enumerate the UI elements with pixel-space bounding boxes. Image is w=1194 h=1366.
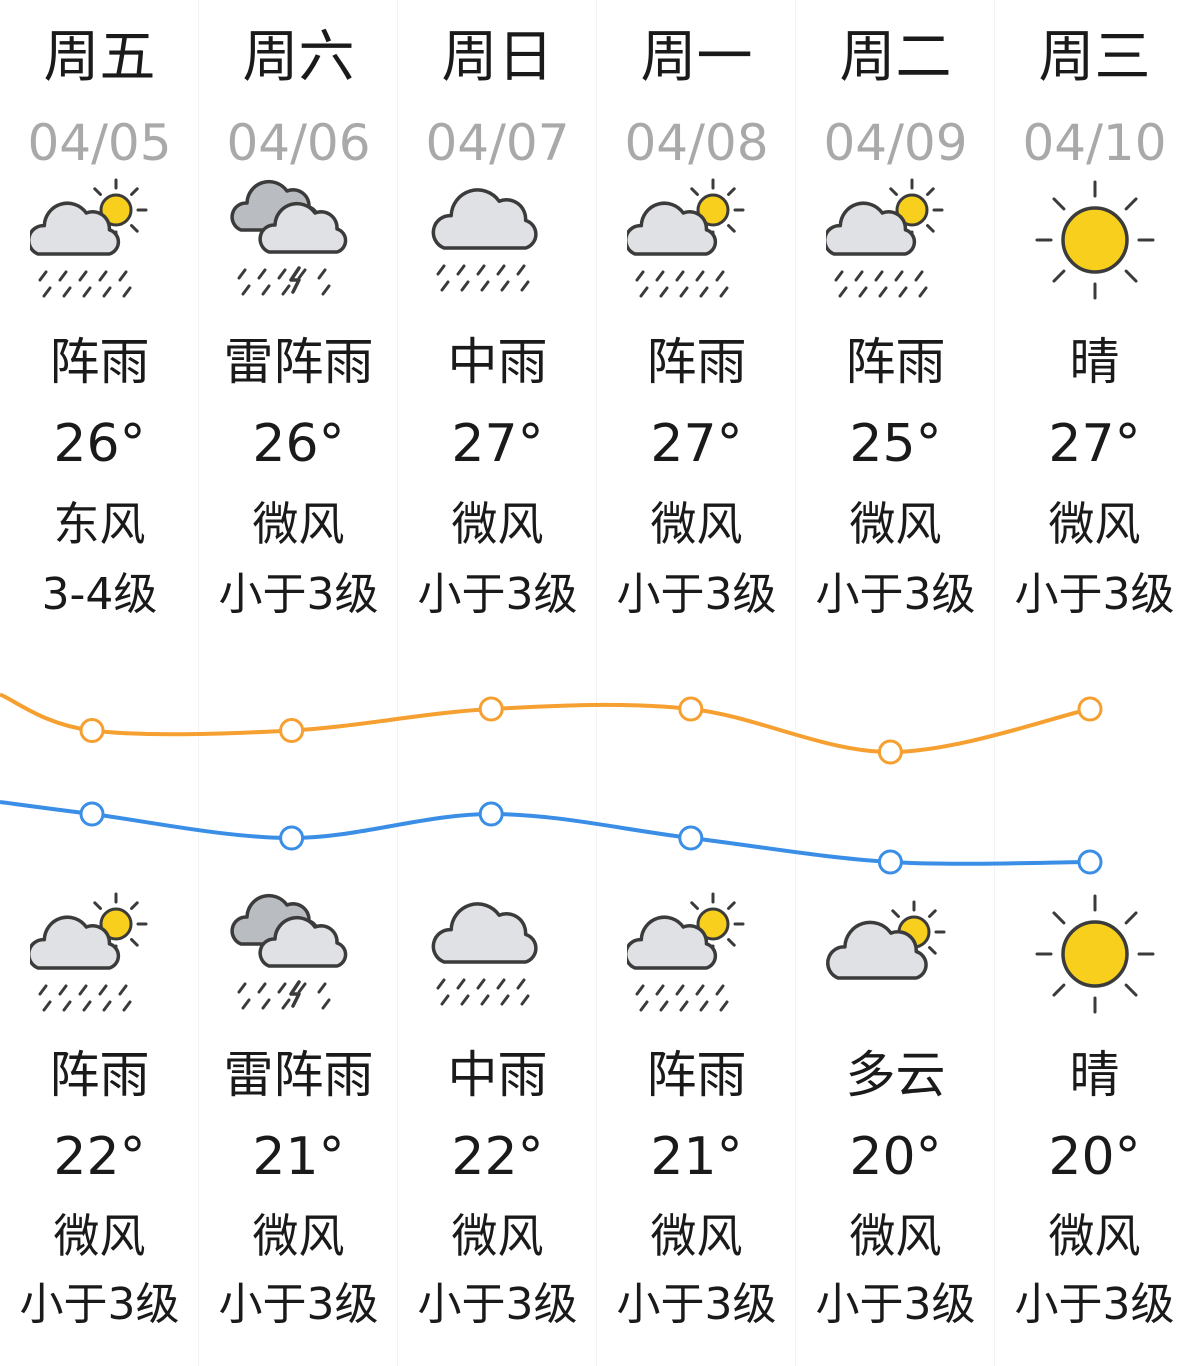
day-wind-level: 小于3级 [616,569,777,620]
high-temperature-label: 26° [252,414,345,474]
night-wind-level: 小于3级 [616,1279,777,1330]
day-wind-direction: 微风 [650,497,743,551]
low-temperature-label: 20° [1048,1127,1141,1187]
night-wind-level: 小于3级 [218,1279,379,1330]
high-temperature-label: 25° [849,414,942,474]
shower-icon [623,178,767,308]
night-wind-level: 小于3级 [19,1279,180,1330]
high-temp-point [678,696,704,722]
column-divider [198,0,199,1366]
weekday-label: 周五 [43,25,156,90]
shower-icon [623,892,767,1022]
night-condition-label: 阵雨 [49,1046,150,1104]
date-label: 04/07 [425,114,570,172]
weekday-label: 周一 [640,25,753,90]
day-wind-level: 3-4级 [41,569,158,620]
day-condition-label: 阵雨 [646,333,747,391]
column-divider [994,0,995,1366]
day-condition-label: 晴 [1069,333,1120,391]
low-temperature-label: 20° [849,1127,942,1187]
high-temperature-label: 26° [53,414,146,474]
forecast-day-column: 周三 04/10 晴 27° 微风 小于3级 晴 20° 微风 小于3级 [995,0,1194,1366]
day-wind-direction: 微风 [252,497,345,551]
low-temp-point [478,801,504,827]
low-temp-point [279,825,305,851]
low-temperature-label: 22° [451,1127,544,1187]
high-temp-point [79,718,105,743]
night-condition-label: 晴 [1069,1046,1120,1104]
low-temp-point [678,825,704,851]
day-wind-level: 小于3级 [1014,569,1175,620]
day-wind-direction: 微风 [1048,497,1141,551]
forecast-day-column: 周一 04/08 阵雨 27° 微风 小于3级 阵雨 21° 微风 小于3级 [597,0,796,1366]
forecast-day-column: 周日 04/07 中雨 27° 微风 小于3级 中雨 22° 微风 小于3级 [398,0,597,1366]
night-condition-label: 雷阵雨 [223,1046,374,1104]
day-wind-level: 小于3级 [218,569,379,620]
low-temperature-label: 22° [53,1127,146,1187]
high-temp-line [0,692,1091,755]
night-wind-direction: 微风 [650,1209,743,1263]
sunny-icon [1025,178,1165,308]
date-label: 04/09 [823,114,968,172]
low-temp-point [79,801,105,827]
low-temperature-label: 21° [252,1127,345,1187]
day-condition-label: 阵雨 [845,333,946,391]
low-temp-line [0,800,1091,866]
high-temp-point [478,696,504,722]
weekday-label: 周六 [242,25,355,90]
day-wind-direction: 东风 [53,497,146,551]
sunny-icon [1025,892,1165,1022]
thunder-shower-icon [229,178,369,308]
night-wind-level: 小于3级 [815,1279,976,1330]
moderate-rain-icon [428,178,568,308]
weekday-label: 周三 [1038,25,1151,90]
day-condition-label: 雷阵雨 [223,333,374,391]
day-wind-direction: 微风 [451,497,544,551]
forecast-day-column: 周二 04/09 阵雨 25° 微风 小于3级 多云 20° 微风 小于3级 [796,0,995,1366]
night-condition-label: 阵雨 [646,1046,747,1104]
shower-icon [26,892,170,1022]
low-temperature-label: 21° [650,1127,743,1187]
shower-icon [822,178,966,308]
date-label: 04/05 [27,114,172,172]
night-wind-level: 小于3级 [1014,1279,1175,1330]
night-wind-direction: 微风 [451,1209,544,1263]
weekday-label: 周日 [441,25,554,90]
high-temperature-label: 27° [1048,414,1141,474]
high-temp-point [877,739,903,765]
column-divider [795,0,796,1366]
high-temp-point [279,718,305,743]
date-label: 04/06 [226,114,371,172]
night-wind-level: 小于3级 [417,1279,578,1330]
night-wind-direction: 微风 [53,1209,146,1263]
thunder-shower-icon [229,892,369,1022]
day-wind-level: 小于3级 [417,569,578,620]
day-wind-level: 小于3级 [815,569,976,620]
weekday-label: 周二 [839,25,952,90]
date-label: 04/10 [1022,114,1167,172]
night-wind-direction: 微风 [849,1209,942,1263]
day-condition-label: 阵雨 [49,333,150,391]
night-condition-label: 中雨 [447,1046,548,1104]
forecast-day-column: 周五 04/05 阵雨 26° 东风 3-4级 阵雨 22° 微风 小于3级 [0,0,199,1366]
night-wind-direction: 微风 [252,1209,345,1263]
column-divider [596,0,597,1366]
date-label: 04/08 [624,114,769,172]
day-wind-direction: 微风 [849,497,942,551]
high-temperature-label: 27° [650,414,743,474]
low-temp-point [1077,849,1103,875]
partly-cloudy-icon [826,892,966,1022]
moderate-rain-icon [428,892,568,1022]
night-wind-direction: 微风 [1048,1209,1141,1263]
temperature-trend-chart [0,692,1103,875]
day-condition-label: 中雨 [447,333,548,391]
high-temperature-label: 27° [451,414,544,474]
forecast-day-column: 周六 04/06 雷阵雨 26° 微风 小于3级 雷阵雨 21° 微风 小于3级 [199,0,398,1366]
low-temp-point [877,849,903,875]
high-temp-point [1077,696,1103,722]
column-divider [397,0,398,1366]
shower-icon [26,178,170,308]
night-condition-label: 多云 [845,1046,946,1104]
